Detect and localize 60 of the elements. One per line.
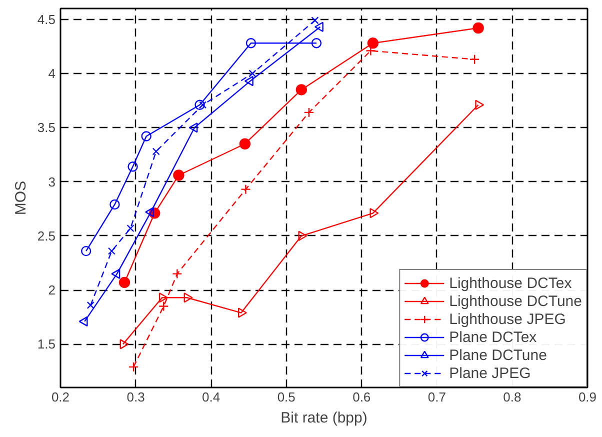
point [128,162,138,172]
point [472,22,484,34]
point [111,268,120,279]
x-axis-title: Bit rate (bpp) [280,410,368,426]
point [188,122,198,133]
y-tick-label: 3 [48,174,56,190]
y-tick-label: 1.5 [37,336,56,352]
x-tick-label: 0.9 [578,390,597,404]
point [184,292,193,303]
x-tick-label: 0.7 [428,390,446,404]
x-tick-label: 0.3 [126,390,145,404]
point [311,38,322,48]
point [173,170,184,181]
point [194,100,205,110]
point [172,268,182,279]
legend-label: Plane JPEG [449,364,531,382]
x-tick-label: 0.5 [277,390,296,404]
point [367,38,379,49]
legend-label: Lighthouse JPEG [449,310,566,328]
point [158,292,168,303]
point [239,138,251,150]
point [110,199,120,210]
point [152,148,160,156]
point [86,301,94,309]
y-tick-label: 4 [48,66,56,81]
y-tick-label: 4.5 [37,12,56,27]
point [126,224,134,232]
legend-label: Plane DCTex [449,328,537,346]
point [246,38,256,48]
point [128,362,139,372]
x-tick-label: 0.2 [51,390,70,404]
point [475,100,484,110]
legend-label: Lighthouse DCTex [449,274,572,292]
point [118,276,130,288]
point [78,316,88,327]
point [141,131,152,142]
point [469,54,480,64]
legend-label: Plane DCTune [449,346,547,364]
y-tick-label: 3.5 [37,120,56,136]
point [304,107,314,118]
point [240,184,251,194]
x-tick-label: 0.6 [352,390,371,404]
point [238,308,247,318]
point [80,246,92,256]
point [298,230,308,241]
point [311,16,319,24]
point [120,339,129,350]
legend-label: Lighthouse DCTune [449,292,582,310]
y-tick-label: 2 [48,282,56,298]
point [370,208,379,218]
point [158,301,169,312]
point [296,84,308,96]
point [248,70,256,78]
y-axis-title: MOS [12,180,30,216]
point [145,206,154,218]
y-tick-label: 2.5 [37,228,56,244]
point [108,247,116,255]
x-tick-label: 0.4 [202,390,220,404]
point [199,101,207,109]
x-tick-label: 0.8 [503,390,522,404]
